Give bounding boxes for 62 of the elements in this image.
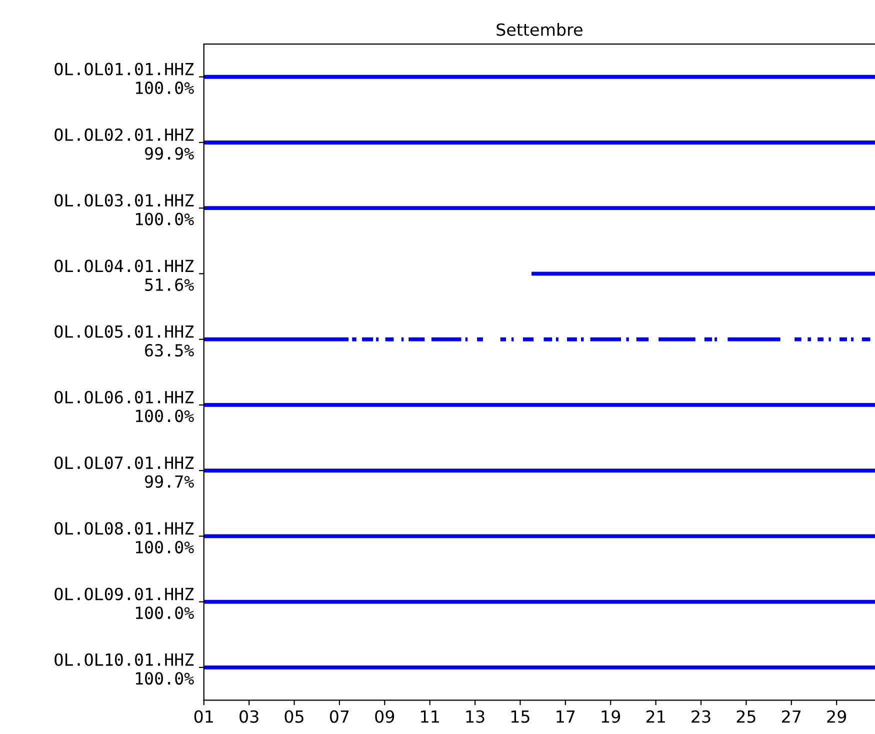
bar xyxy=(794,337,802,342)
y-tick-label: OL.OL04.01.HHZ 51.6% xyxy=(54,260,194,291)
x-tick-label: 03 xyxy=(240,710,258,723)
y-tick-label: OL.OL02.01.HHZ 99.9% xyxy=(54,128,194,160)
bar xyxy=(522,337,534,342)
x-tick-label: 17 xyxy=(556,710,575,723)
bar xyxy=(714,337,718,342)
y-tick-label: OL.OL05.01.HHZ 63.5% xyxy=(54,325,194,357)
y-tick-label: OL.OL09.01.HHZ 100.0% xyxy=(54,588,194,620)
y-tick-label: OL.OL10.01.HHZ 100.0% xyxy=(54,653,194,685)
bar xyxy=(581,337,584,342)
x-tick-label: 15 xyxy=(511,710,530,723)
y-tick-label: OL.OL07.01.HHZ 99.7% xyxy=(54,456,194,488)
y-tick-label: OL.OL06.01.HHZ 100.0% xyxy=(54,390,194,422)
bar xyxy=(204,665,875,670)
x-tick-label: 19 xyxy=(602,710,620,723)
x-tick-label: 01 xyxy=(194,710,213,723)
bar xyxy=(544,337,552,342)
x-tick-label: 05 xyxy=(284,710,304,723)
x-tick-label: 27 xyxy=(782,710,801,723)
x-tick-label: 13 xyxy=(466,710,484,723)
y-tick-label: OL.OL01.01.HHZ 100.0% xyxy=(54,62,194,94)
bar xyxy=(567,337,577,342)
bar xyxy=(204,534,875,538)
bar xyxy=(376,337,379,342)
bar xyxy=(204,600,875,604)
x-tick-label: 29 xyxy=(827,710,846,723)
bar xyxy=(408,337,425,342)
chart-title: Settembre xyxy=(496,23,582,36)
x-tick-label: 25 xyxy=(736,710,756,723)
bar xyxy=(532,272,875,276)
bar xyxy=(204,402,875,407)
bar xyxy=(204,337,348,342)
y-tick-label: OL.OL08.01.HHZ 100.0% xyxy=(54,522,194,554)
bar xyxy=(840,337,847,342)
bar xyxy=(204,140,875,144)
x-tick-label: 09 xyxy=(375,710,394,723)
bar xyxy=(362,337,374,342)
bar xyxy=(626,337,629,342)
bar xyxy=(658,337,696,342)
bar xyxy=(431,337,462,342)
x-tick-label: 07 xyxy=(330,710,349,723)
bar xyxy=(728,337,780,342)
bar xyxy=(385,337,394,342)
bar xyxy=(808,337,812,342)
x-tick-label: 11 xyxy=(421,710,439,723)
bar xyxy=(500,337,506,342)
x-tick-label: 23 xyxy=(692,710,710,723)
bar xyxy=(477,337,483,342)
bar xyxy=(204,74,875,79)
bar xyxy=(636,337,649,342)
bar xyxy=(352,337,356,342)
bar xyxy=(862,337,870,342)
bar xyxy=(851,337,854,342)
y-tick-label: OL.OL03.01.HHZ 100.0% xyxy=(54,194,194,226)
bar xyxy=(704,337,712,342)
bar xyxy=(204,468,875,473)
bar xyxy=(818,337,824,342)
bar xyxy=(590,337,622,342)
bar xyxy=(556,337,558,342)
x-tick-label: 21 xyxy=(646,710,665,723)
bar xyxy=(204,206,875,210)
